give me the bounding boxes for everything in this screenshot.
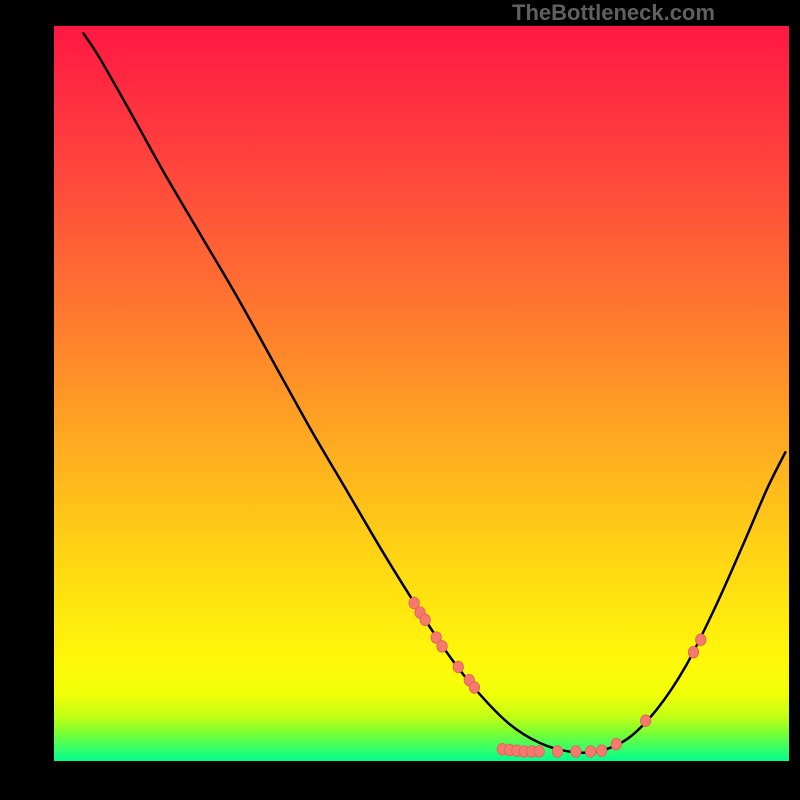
watermark-text: TheBottleneck.com: [512, 0, 715, 26]
data-marker: [420, 614, 430, 626]
data-marker: [469, 682, 479, 694]
data-marker: [611, 738, 621, 750]
data-marker: [596, 745, 606, 757]
data-marker: [534, 746, 544, 758]
data-marker: [552, 746, 562, 758]
data-marker: [571, 746, 581, 758]
data-marker: [437, 641, 447, 653]
plot-background: [54, 26, 789, 761]
chart-container: [0, 0, 800, 800]
data-marker: [640, 715, 650, 727]
data-marker: [585, 746, 595, 758]
data-marker: [696, 634, 706, 646]
bottleneck-curve-chart: [0, 0, 800, 800]
data-marker: [688, 646, 698, 658]
data-marker: [453, 661, 463, 673]
